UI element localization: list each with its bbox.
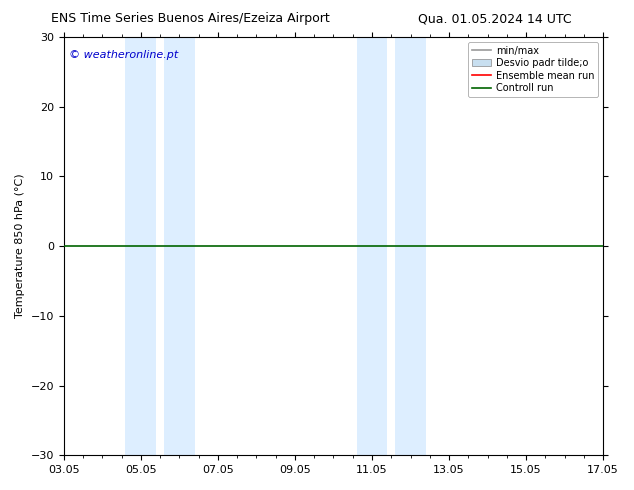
Text: © weatheronline.pt: © weatheronline.pt [69,49,178,60]
Text: ENS Time Series Buenos Aires/Ezeiza Airport: ENS Time Series Buenos Aires/Ezeiza Airp… [51,12,330,25]
Bar [395,37,426,455]
Text: Qua. 01.05.2024 14 UTC: Qua. 01.05.2024 14 UTC [418,12,571,25]
Bar [356,37,387,455]
Legend: min/max, Desvio padr tilde;o, Ensemble mean run, Controll run: min/max, Desvio padr tilde;o, Ensemble m… [468,42,598,97]
Bar [126,37,156,455]
Y-axis label: Temperature 850 hPa (°C): Temperature 850 hPa (°C) [15,174,25,318]
Bar [164,37,195,455]
